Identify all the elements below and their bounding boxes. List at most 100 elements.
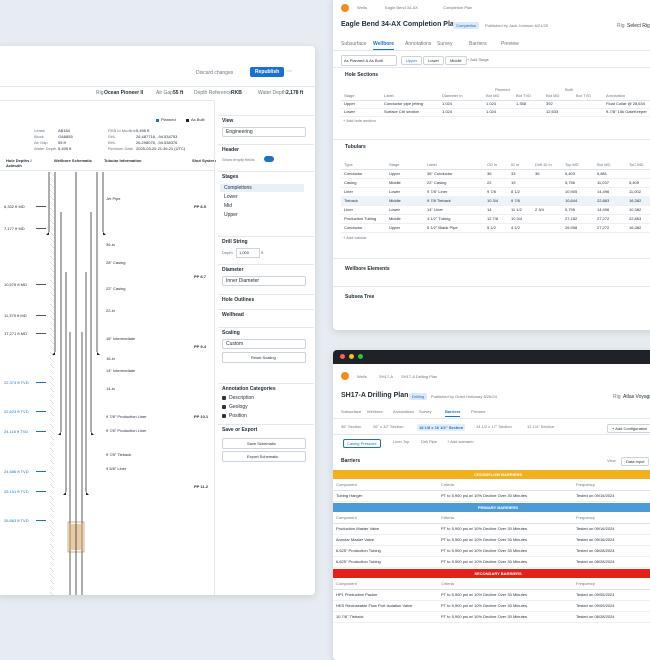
tab[interactable]: Preview — [471, 409, 486, 414]
stage-label[interactable]: Mid — [224, 203, 233, 209]
stage-label[interactable]: Completions — [224, 185, 252, 191]
panel-section-title: Scaling — [222, 330, 240, 336]
select-value[interactable]: Engineering — [226, 129, 253, 135]
breadcrumb[interactable]: Wells — [357, 5, 367, 10]
data-input[interactable]: Data Input — [621, 457, 650, 466]
select-field: Inner Diameter — [222, 276, 306, 286]
section-divider — [333, 258, 650, 259]
cement-hatch — [49, 291, 55, 297]
tab[interactable]: Subsurface — [341, 409, 362, 414]
select-field: Custom — [222, 339, 306, 349]
table-cell: Middle — [389, 180, 401, 185]
table-cell: Tieback — [344, 198, 358, 203]
tab[interactable]: Annotations — [393, 409, 415, 414]
stage-button[interactable]: Middle — [445, 56, 467, 65]
reset-label[interactable]: Reset Scaling — [251, 355, 276, 360]
tab[interactable]: Barriers — [445, 409, 461, 417]
checkbox-label[interactable]: Position — [229, 413, 247, 419]
table-cell: Tested on 08/28/2024 — [576, 548, 615, 553]
stage-label[interactable]: Lower — [224, 194, 238, 200]
section-title[interactable]: Subsea Tree — [345, 294, 375, 300]
publish-button[interactable]: Republish — [250, 67, 285, 77]
cement-hatch — [49, 591, 54, 595]
add-row[interactable]: + Add hole section — [343, 118, 376, 123]
panel-section-title: Drill String — [222, 239, 248, 245]
depth-tick — [36, 382, 46, 383]
table-cell: 4 1/2" Tubing — [427, 216, 451, 221]
tab[interactable]: Survey — [419, 409, 432, 414]
cement-hatch — [49, 172, 55, 177]
column-header: ID in — [511, 162, 520, 167]
column-header: ToC MD — [629, 162, 644, 167]
depth-tick — [36, 206, 46, 207]
checkbox-label[interactable]: Geology — [229, 404, 248, 410]
checkbox — [222, 396, 226, 400]
stage-button[interactable]: Upper — [401, 56, 422, 65]
filter-value[interactable]: As Planned & As Built — [344, 58, 383, 63]
rig-label: Rig — [613, 394, 621, 400]
rig-label: Rig — [617, 23, 625, 29]
tab[interactable]: Annotations — [405, 41, 432, 47]
column-header: Stage — [344, 93, 355, 98]
section-tab[interactable]: 26" x 32" Section — [373, 424, 404, 429]
save-label[interactable]: Export Schematic — [247, 454, 279, 459]
select-value[interactable]: Inner Diameter — [226, 278, 260, 284]
tab[interactable]: Wellbore — [373, 41, 395, 50]
rig-value[interactable]: Select Rig — [627, 23, 650, 29]
section-tab[interactable]: 18 1/8 x 16 1/2" Section — [417, 424, 466, 431]
checkbox-label[interactable]: Description — [229, 395, 255, 401]
cement-hatch — [49, 423, 55, 429]
select-value[interactable]: Custom — [226, 341, 244, 347]
save-label[interactable]: Save Schematic — [247, 441, 276, 446]
table-cell: Annular Master Valve — [336, 537, 374, 542]
tab[interactable]: Subsurface — [341, 41, 367, 47]
breadcrumb[interactable]: SH17-A — [379, 374, 394, 379]
scenario-tab[interactable]: Casing Pressure — [343, 439, 381, 448]
cement-hatch — [49, 261, 55, 267]
shut-label: PP 11.2 — [194, 484, 208, 489]
table-cell: 5 1/2" Blank Pipe — [427, 225, 458, 230]
cement-hatch — [49, 417, 55, 423]
scenario-tab[interactable]: Liner Top — [393, 439, 410, 444]
stage-button[interactable]: Lower — [423, 56, 444, 65]
table-cell: 14" Liner — [427, 207, 443, 212]
section-tab[interactable]: 14 1/2 x 17" Section — [476, 424, 512, 429]
column-header: Frequency — [576, 515, 595, 520]
section-tab[interactable]: 12 1/4" Section — [527, 424, 554, 429]
column-header: Type — [344, 162, 353, 167]
table-cell: 12 7/8 — [487, 216, 499, 221]
table-cell: 9 7/8 — [487, 189, 496, 194]
scenario-tab[interactable]: Drill Pipe — [421, 439, 438, 444]
add-scenario[interactable]: + Add scenario — [447, 439, 474, 444]
depth-label: 22,623 ft TVD — [4, 409, 29, 414]
discard-button[interactable]: Discard changes — [196, 70, 234, 76]
breadcrumb[interactable]: Wells — [357, 374, 367, 379]
window-dot — [349, 354, 354, 359]
meta-label: SHL — [108, 134, 116, 139]
cement-hatch — [49, 525, 55, 531]
tab[interactable]: Barriers — [469, 41, 487, 47]
section-tab[interactable]: 36" Section — [341, 424, 362, 429]
drill-depth-label: Depth — [222, 250, 233, 255]
column-header: Diameter in — [442, 93, 463, 98]
add-configuration[interactable]: + Add Configuration — [607, 424, 650, 433]
tab[interactable]: Preview — [501, 41, 519, 47]
rig-value[interactable]: Atlas Voyager — [623, 394, 650, 400]
wellbore-schematic — [46, 172, 106, 595]
table-cell: Upper — [389, 171, 400, 176]
depth-label: 10,576 ft MD — [4, 282, 27, 287]
section-title[interactable]: Wellbore Elements — [345, 266, 390, 272]
breadcrumb[interactable]: Eagle Bend 34-AX — [385, 5, 418, 10]
add-stage[interactable]: + Add Stage — [467, 57, 489, 62]
more-menu[interactable]: ⋯ — [286, 69, 292, 75]
table-cell: 27,272 — [597, 225, 610, 230]
barriers-title: Barriers — [341, 458, 361, 464]
table-cell: PT to 5,900 psi w/ 10% Decline Over 30 M… — [441, 614, 527, 619]
tab[interactable]: Survey — [437, 41, 453, 47]
casing-shoe — [63, 492, 89, 495]
stage-label[interactable]: Upper — [224, 212, 238, 218]
table-cell: 9 7/8 — [511, 198, 520, 203]
tab[interactable]: Wellbore — [367, 409, 383, 414]
meta-label: RKB to Mudline — [108, 128, 136, 133]
add-row[interactable]: + Add tubular — [343, 235, 367, 240]
